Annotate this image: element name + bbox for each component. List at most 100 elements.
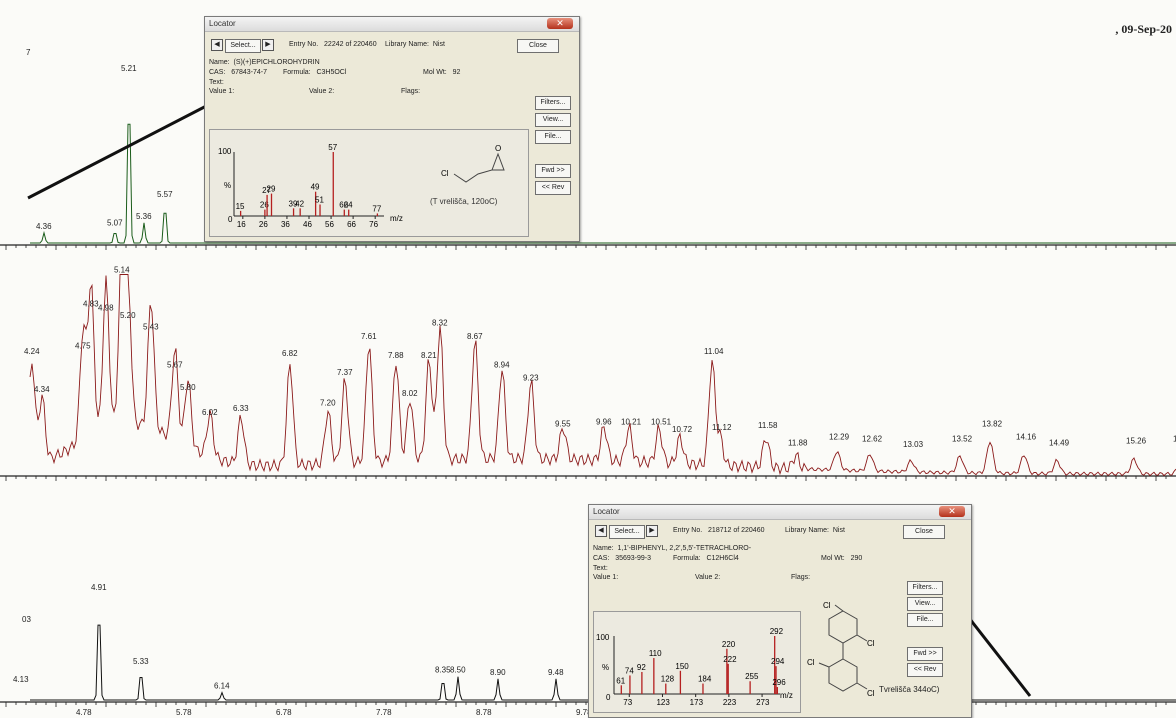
peak-label: 11.58 [758,421,778,430]
flags-label: Flags: [791,574,811,581]
view-button[interactable]: View... [907,597,943,611]
peak-label: 13.03 [903,440,924,449]
fwd-button[interactable]: Fwd >> [907,647,943,661]
select-button[interactable]: Select... [609,525,645,539]
trace-top: 4.36 5.07 5.21 5.36 5.57 [0,64,1176,250]
name-row: Name: 1,1'-BIPHENYL, 2,2',5,5'-TETRACHLO… [593,545,751,552]
close-button[interactable]: Close [517,39,559,53]
rev-button[interactable]: << Rev [907,663,943,677]
peak-label: 10.21 [621,417,642,426]
text-label: Text: [209,79,224,86]
spectrum-tick-label: 123 [656,698,670,707]
locator-titlebar[interactable]: Locator ✕ [589,505,971,520]
spectrum-y-top: 100 [218,147,232,156]
x-tick-label: 9.78 [576,708,592,717]
locator-window-bottom[interactable]: Locator ✕ ◀ Select... ▶ Entry No. 218712… [588,504,972,718]
spectrum-bar-label: 222 [723,655,737,664]
prev-arrow-icon[interactable]: ◀ [595,525,607,537]
cas-value: 35693-99-3 [615,555,651,562]
cas-label: CAS: [593,555,610,562]
boiling-point-note: Tvrelišča 344oC) [879,685,940,694]
entry-label: Entry No. [673,527,703,534]
spectrum-bar-label: 296 [772,678,786,687]
peak-label: 8.50 [450,666,466,675]
value1-label: Value 1: [209,88,235,95]
trace-line [29,274,1176,477]
formula-value: C3H5OCl [316,69,347,76]
formula-row: Formula: C12H6Cl4 [673,555,739,562]
peak-label: 8.35 [435,666,451,675]
peak-label: 5.80 [180,383,196,392]
spectrum-y-mid: % [224,181,231,190]
peak-label: 4.75 [75,341,91,350]
atom-cl-label: Cl [867,689,875,698]
library-row: Library Name: Nist [785,527,845,534]
close-window-icon[interactable]: ✕ [939,506,965,517]
structure-epichlorohydrin [453,152,505,183]
peak-label: 13.82 [982,419,1003,428]
peak-label: 6.14 [214,682,230,691]
spectrum-bar-label: 61 [616,676,625,685]
locator-titlebar[interactable]: Locator ✕ [205,17,579,32]
peak-label: 8.32 [432,319,448,328]
peak-label: 9.48 [548,668,564,677]
entry-value: 22242 of 220460 [324,41,377,48]
x-tick-label: 6.78 [276,708,292,717]
spectrum-tick-label: 173 [690,698,704,707]
spectrum-bar-label: 26 [260,201,269,210]
peak-label: 4.36 [36,222,52,231]
peak-label: 13.52 [952,435,973,444]
date-label: , 09-Sep-20 [1115,22,1172,36]
next-arrow-icon[interactable]: ▶ [646,525,658,537]
molwt-row: Mol Wt: 290 [821,555,862,562]
close-window-icon[interactable]: ✕ [547,18,573,29]
cas-row: CAS: 35693-99-3 [593,555,651,562]
spectrum-bar-label: 92 [637,663,646,672]
atom-cl-label: Cl [867,639,875,648]
peak-label: 9.55 [555,419,571,428]
atom-cl-label: Cl [823,601,831,610]
close-button[interactable]: Close [903,525,945,539]
entry-value: 218712 of 220460 [708,527,765,534]
trace-label-top: 7 [26,48,31,57]
name-row: Name: (S)(+)EPICHLOROHYDRIN [209,59,320,66]
locator-title: Locator [593,507,620,516]
filters-button[interactable]: Filters... [535,96,571,110]
formula-value: C12H6Cl4 [706,555,739,562]
value2-label: Value 2: [695,574,721,581]
atom-cl-label: Cl [807,658,815,667]
peak-label: 7.61 [361,332,377,341]
spectrum-tick-label: 73 [623,698,632,707]
peak-label: 6.33 [233,404,249,413]
spectrum-bar-label: 220 [722,640,736,649]
locator-window-top[interactable]: Locator ✕ ◀ Select... ▶ Entry No. 22242 … [204,16,580,242]
peak-label: 5.14 [114,265,130,274]
peak-label: 10.72 [672,425,693,434]
x-tick-label: 8.78 [476,708,492,717]
fwd-button[interactable]: Fwd >> [535,164,571,178]
peak-label: 10.51 [651,417,672,426]
next-arrow-icon[interactable]: ▶ [262,39,274,51]
spectrum-y-top: 100 [596,633,610,642]
filters-button[interactable]: Filters... [907,581,943,595]
spectrum-tick-label: 56 [325,220,334,229]
value2-label: Value 2: [309,88,335,95]
peak-label: 8.02 [402,389,418,398]
file-button[interactable]: File... [535,130,571,144]
atom-o-label: O [495,144,501,153]
peak-label: 8.94 [494,360,510,369]
prev-arrow-icon[interactable]: ◀ [211,39,223,51]
cas-label: CAS: [209,69,226,76]
text-label: Text: [593,565,608,572]
spectrum-x-unit: m/z [390,214,403,223]
library-value: Nist [432,41,445,48]
view-button[interactable]: View... [535,113,571,127]
file-button[interactable]: File... [907,613,943,627]
spectrum-bar-label: 49 [311,183,320,192]
peak-label: 4.34 [34,385,50,394]
rev-button[interactable]: << Rev [535,181,571,195]
select-button[interactable]: Select... [225,39,261,53]
spectrum-bar-label: 292 [770,627,784,636]
entry-row: Entry No. 22242 of 220460 [289,41,377,48]
